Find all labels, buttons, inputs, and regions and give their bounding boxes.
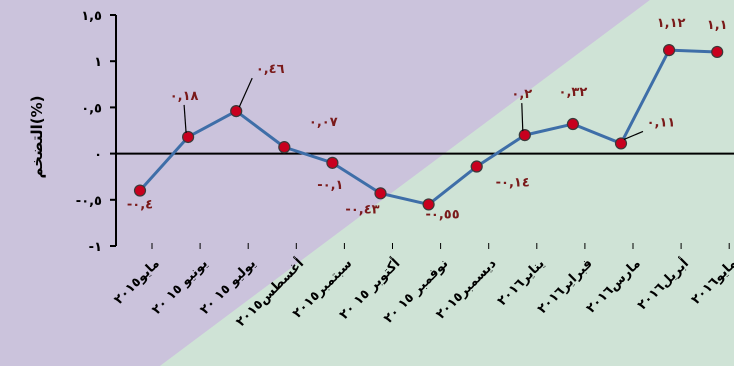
data-label: ١,١٢ <box>657 16 686 31</box>
data-label: -٠,١ <box>317 178 343 193</box>
data-label: -٠,١٤ <box>496 176 530 191</box>
data-point <box>182 130 195 144</box>
data-label: ٠,٠٧ <box>309 115 338 130</box>
y-tick-label: -١ <box>89 240 102 255</box>
data-point <box>470 160 483 173</box>
data-point <box>518 129 531 142</box>
leader-line <box>521 103 524 132</box>
data-point <box>566 117 580 131</box>
data-label: ٠,٢ <box>511 87 532 102</box>
data-point <box>711 45 724 59</box>
y-tick-label: ١ <box>94 55 102 70</box>
data-label: ٠,٣٢ <box>559 85 588 100</box>
data-label: ٠,١٨ <box>170 89 199 104</box>
background-purple <box>0 0 650 366</box>
leader-line <box>183 104 187 134</box>
data-label: ١,١ <box>707 18 728 33</box>
leader-line <box>623 130 644 140</box>
data-label: -٠,٤٣ <box>345 202 379 217</box>
background-green <box>160 0 734 366</box>
leader-line <box>238 77 253 108</box>
data-point <box>374 187 387 200</box>
data-label: -٠,٤ <box>127 198 153 213</box>
data-point <box>662 44 676 57</box>
y-tick-label: ١,٥ <box>81 9 102 24</box>
data-label: -٠,٥٥ <box>426 207 460 222</box>
data-label: ٠,١١ <box>647 115 676 130</box>
data-point <box>230 104 243 118</box>
y-tick-label: -٠,٥ <box>76 194 102 209</box>
y-tick-label: ٠,٥ <box>81 101 102 116</box>
y-axis-label: التضخم(%) <box>28 95 46 178</box>
data-point <box>133 184 147 197</box>
data-point <box>326 156 339 169</box>
data-label: ٠,٤٦ <box>256 62 285 77</box>
data-point <box>278 141 291 154</box>
data-point <box>614 137 628 150</box>
y-tick-label: ٠ <box>94 148 102 163</box>
data-point <box>422 198 435 211</box>
